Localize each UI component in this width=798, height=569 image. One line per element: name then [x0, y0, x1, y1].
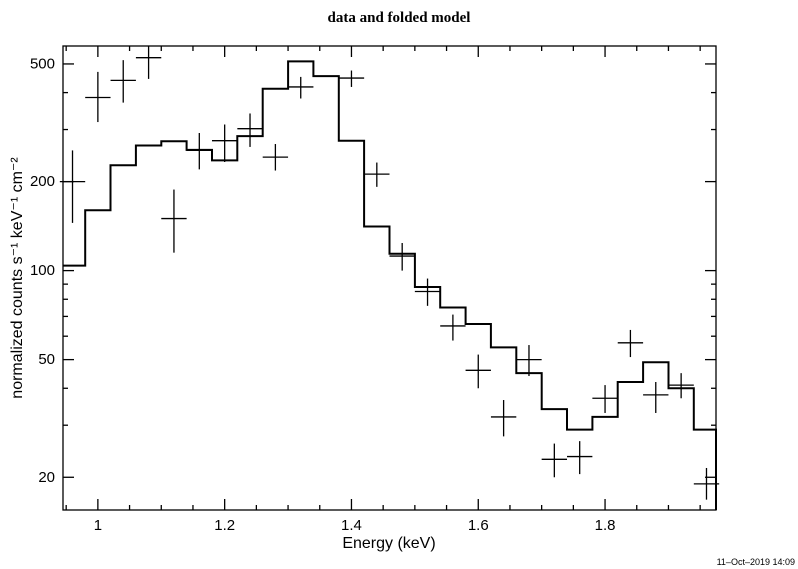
data-point [567, 441, 593, 475]
y-tick-label: 500 [30, 55, 55, 72]
x-tick-label: 1.6 [468, 517, 489, 534]
data-point [237, 113, 263, 147]
data-point [440, 314, 466, 341]
x-tick-label: 1 [94, 517, 102, 534]
data-point [110, 60, 136, 103]
data-point [288, 76, 314, 99]
x-tick-label: 1.8 [595, 517, 616, 534]
y-tick-label: 20 [38, 469, 55, 486]
data-point [592, 385, 618, 413]
axis-ticks: 1 1.2 1.4 1.6 1.8 20 50 100 200 500 [30, 46, 716, 534]
data-point [414, 278, 441, 306]
data-point [541, 443, 568, 478]
x-axis-label: Energy (keV) [342, 535, 435, 552]
plot-frame [62, 45, 717, 511]
data-point [389, 242, 415, 271]
data-point [338, 70, 365, 87]
data-point [262, 144, 289, 171]
y-tick-label: 50 [38, 351, 55, 368]
y-tick-label: 200 [30, 173, 55, 190]
data-point [516, 345, 542, 377]
data-point [211, 124, 238, 162]
y-axis-label: normalized counts s⁻¹ keV⁻¹ cm⁻² [9, 157, 26, 399]
data-point [693, 467, 720, 500]
data-point [59, 150, 86, 223]
data-points [59, 46, 720, 500]
data-point [643, 382, 669, 413]
data-point [135, 46, 162, 79]
data-point [617, 329, 644, 358]
data-point [85, 71, 111, 123]
folded-model [63, 60, 717, 510]
data-point [465, 354, 491, 389]
timestamp: 11–Oct–2019 14:09 [717, 557, 795, 567]
data-point [668, 373, 694, 399]
chart-title: data and folded model [328, 10, 471, 26]
x-tick-label: 1.4 [341, 517, 362, 534]
data-point [161, 189, 187, 253]
x-tick-label: 1.2 [214, 517, 235, 534]
data-point [364, 162, 390, 187]
data-point [186, 133, 212, 170]
y-tick-label: 100 [30, 262, 55, 279]
data-point [490, 400, 517, 437]
model-step-line [63, 60, 717, 510]
